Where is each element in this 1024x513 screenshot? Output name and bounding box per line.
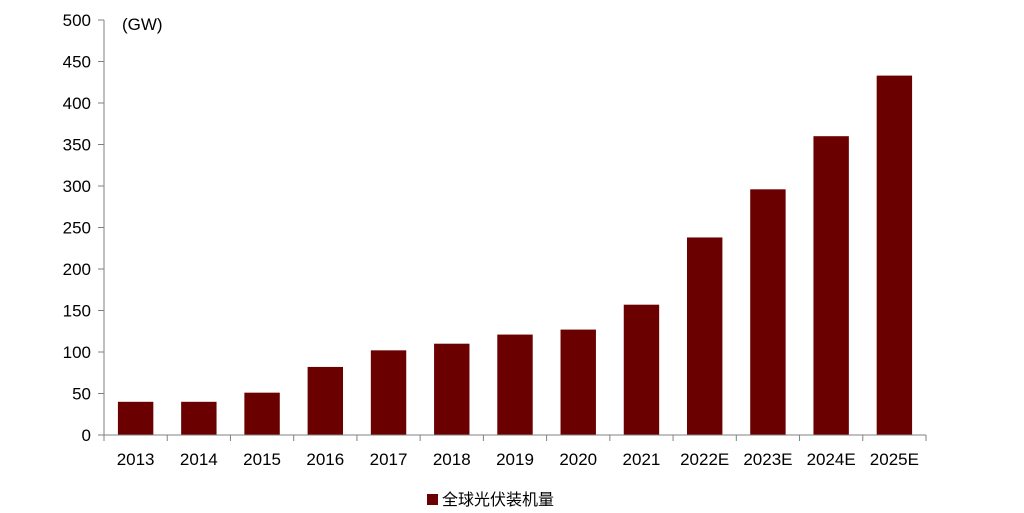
x-tick-label: 2016	[306, 450, 344, 469]
x-tick-label: 2015	[243, 450, 281, 469]
x-tick-label: 2019	[496, 450, 534, 469]
x-tick-label: 2022E	[680, 450, 729, 469]
y-tick-label: 350	[63, 136, 91, 155]
y-tick-label: 200	[63, 260, 91, 279]
x-axis: 2013 2014 2015 2016 2017 2018 2019 2020 2021 2022…	[103, 434, 927, 469]
bar	[307, 366, 344, 435]
legend-swatch	[427, 494, 438, 505]
y-tick-label: 500	[63, 11, 91, 30]
y-tick-label: 250	[63, 219, 91, 238]
x-tick-label: 2025E	[870, 450, 919, 469]
x-tick-label: 2020	[559, 450, 597, 469]
y-tick-label: 150	[63, 302, 91, 321]
y-tick-label: 300	[63, 177, 91, 196]
bars	[117, 75, 913, 436]
legend: 全球光伏装机量	[427, 490, 554, 509]
x-tick-label: 2024E	[807, 450, 856, 469]
bar	[750, 189, 786, 435]
y-tick-label: 50	[72, 385, 91, 404]
y-tick-label: 0	[82, 426, 91, 445]
bar	[181, 401, 217, 435]
y-tick-label: 100	[63, 343, 91, 362]
bar	[497, 334, 533, 435]
bar	[560, 329, 596, 435]
y-axis: 0 50 100 150 200 250 300 350 400 450 500	[63, 11, 105, 445]
x-tick-label: 2023E	[743, 450, 792, 469]
x-tick-label: 2021	[623, 450, 661, 469]
bar	[813, 136, 849, 435]
bar	[876, 75, 913, 436]
bar	[370, 350, 407, 435]
y-tick-label: 450	[63, 53, 91, 72]
bar	[434, 343, 470, 435]
x-tick-label: 2014	[180, 450, 218, 469]
legend-label: 全球光伏装机量	[442, 490, 554, 509]
x-tick-label: 2018	[433, 450, 471, 469]
x-tick-label: 2013	[117, 450, 155, 469]
bar	[623, 304, 660, 435]
bar	[117, 401, 154, 435]
y-tick-label: 400	[63, 94, 91, 113]
bar	[686, 237, 723, 435]
unit-label: (GW)	[122, 15, 163, 34]
x-tick-label: 2017	[370, 450, 408, 469]
bar	[244, 392, 280, 435]
